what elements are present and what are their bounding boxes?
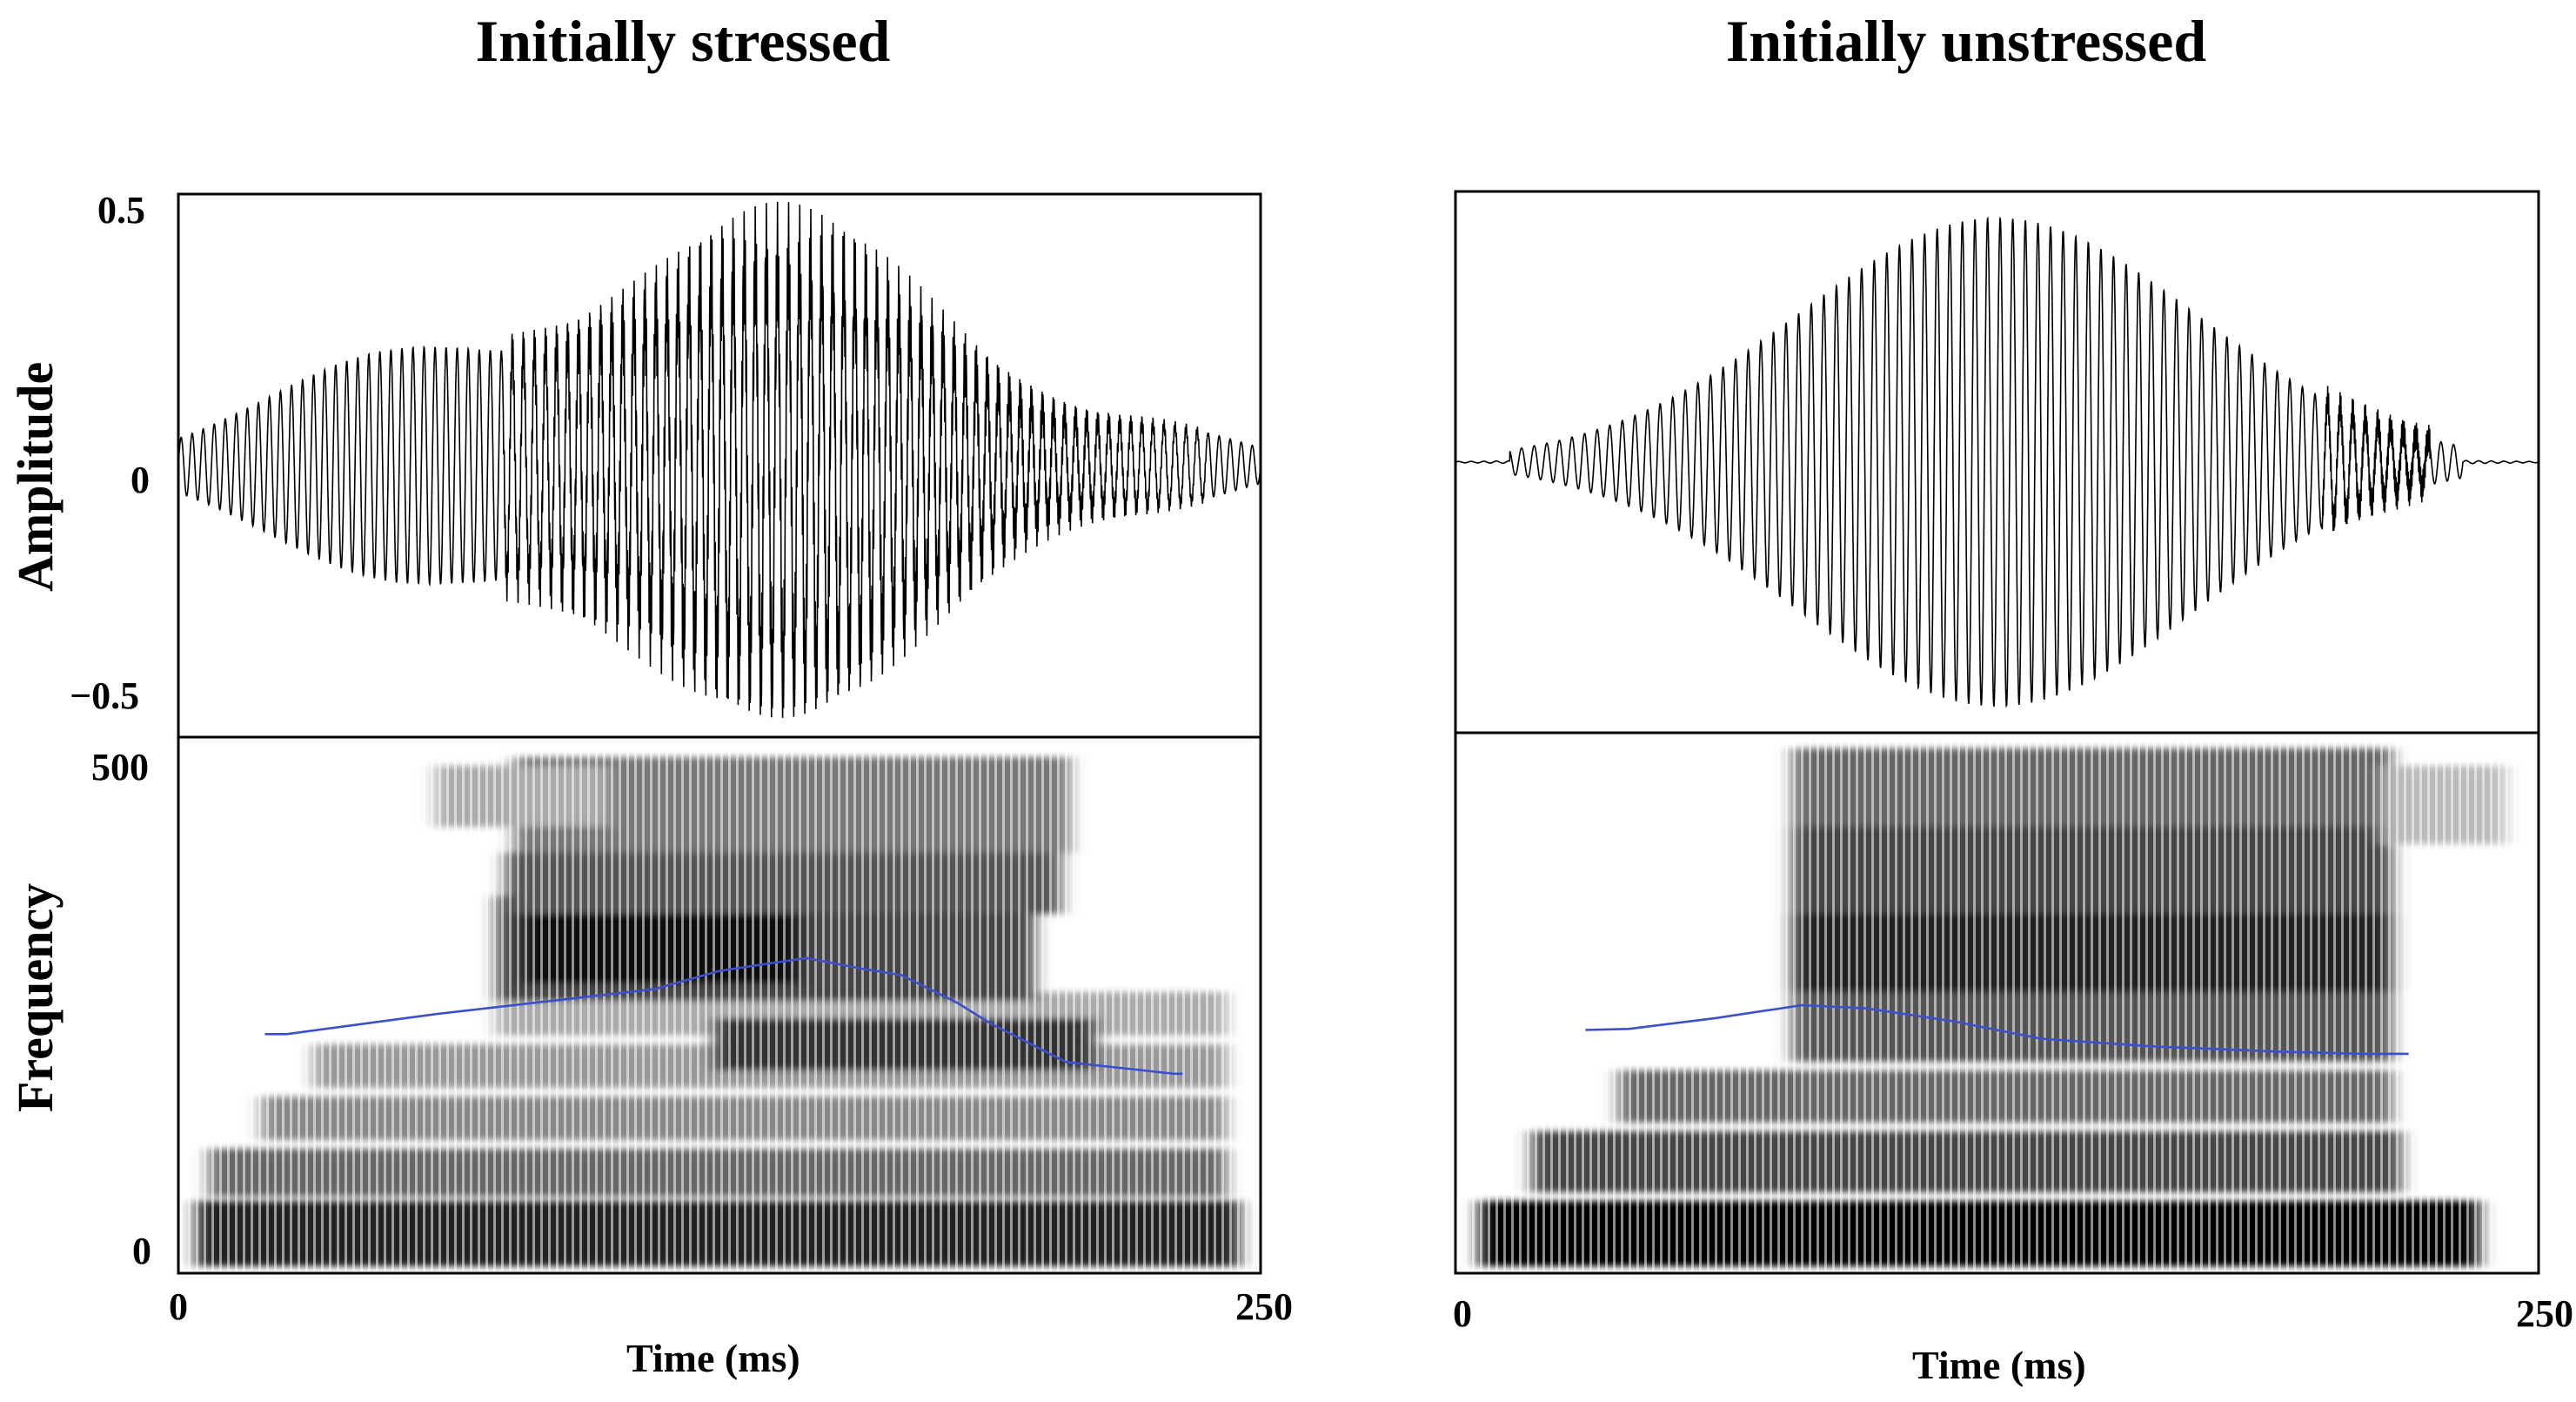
x-axis-label-left: Time (ms) (626, 1336, 800, 1380)
y-tick-amplitude-zero: 0 (130, 459, 150, 501)
x-tick-left-start: 0 (169, 1285, 188, 1328)
spectrogram-left-frame (177, 735, 1262, 1275)
y-tick-amplitude-min: −0.5 (70, 674, 140, 717)
spectrogram-right-frame (1454, 731, 2540, 1275)
y-tick-frequency-zero: 0 (132, 1230, 151, 1272)
x-axis-label-right: Time (ms) (1912, 1343, 2086, 1387)
right-chart-title: Initially unstressed (1725, 8, 2207, 74)
spectrogram-left (178, 737, 1261, 1273)
x-tick-right-start: 0 (1453, 1292, 1472, 1335)
x-tick-left-end: 250 (1235, 1285, 1293, 1328)
left-chart-title: Initially stressed (475, 8, 891, 74)
y-tick-frequency-max: 500 (91, 746, 149, 788)
f0-contour-right-series (1585, 1003, 2409, 1056)
waveform-right-series (1455, 216, 2539, 708)
spectrogram-right (1455, 733, 2539, 1273)
f0-contour-left-series (264, 956, 1183, 1076)
x-tick-right-end: 250 (2516, 1292, 2573, 1335)
waveform-left-series (178, 201, 1261, 718)
y-tick-amplitude-max: 0.5 (97, 189, 145, 231)
